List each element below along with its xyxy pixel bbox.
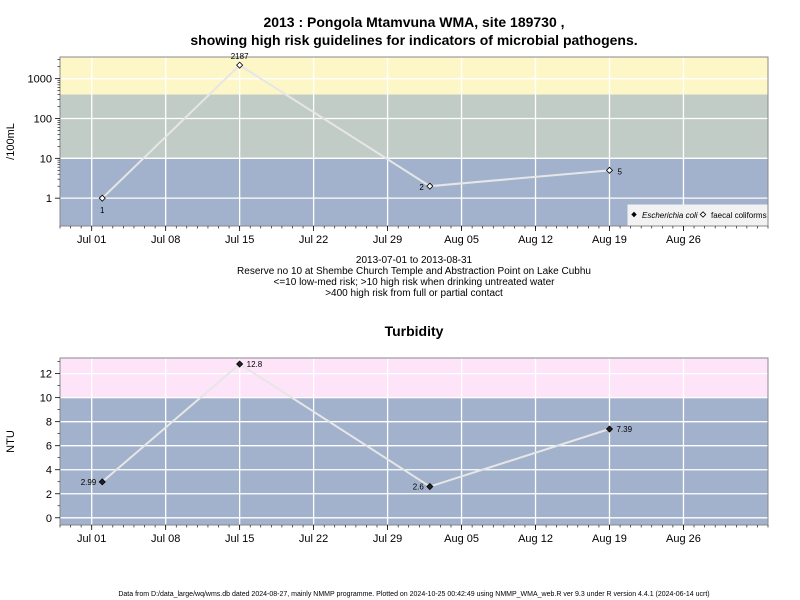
data-label: 5 <box>617 167 622 176</box>
data-point <box>98 194 106 202</box>
risk-band-3 <box>60 57 768 95</box>
y-tick-label: 1000 <box>28 74 52 86</box>
series-line-0 <box>101 362 610 488</box>
data-point <box>426 482 434 491</box>
data-point <box>605 425 614 433</box>
data-label: 7.39 <box>616 425 632 434</box>
y-tick-label: 4 <box>46 465 52 477</box>
x-tick-label: Jul 22 <box>299 533 328 545</box>
risk-band-2 <box>60 94 768 159</box>
legend-box <box>627 204 768 226</box>
caption-contact-risk: >400 high risk from full or partial cont… <box>325 288 503 299</box>
x-tick-label: Jul 01 <box>77 234 106 246</box>
legend-marker-faecal-coliforms <box>699 211 707 218</box>
x-tick-label: Aug 19 <box>592 234 627 246</box>
turbidity-y-axis-label: NTU <box>5 430 17 453</box>
x-tick-label: Aug 26 <box>666 234 701 246</box>
chart-title-line1: 2013 : Pongola Mtamvuna WMA, site 189730… <box>263 14 564 30</box>
x-tick-label: Jul 08 <box>151 234 180 246</box>
microbial-legend: Escherichia coli faecal coliforms <box>627 204 768 226</box>
data-label: 2.99 <box>81 478 97 487</box>
x-tick-label: Jul 29 <box>373 234 402 246</box>
caption-site-description: Reserve no 10 at Shembe Church Temple an… <box>237 266 591 277</box>
legend-label-faecal-coliforms: faecal coliforms <box>711 211 767 220</box>
x-tick-label: Jul 22 <box>299 234 328 246</box>
turbidity-panel: Jul 01 Jul 08 Jul 15 Jul 22 Jul 29 Aug 05 Aug … <box>5 357 769 545</box>
x-tick-label: Aug 05 <box>444 533 479 545</box>
y-tick-label: 10 <box>40 393 52 405</box>
microbial-axes: Jul 01 Jul 08 Jul 15 Jul 22 Jul 29 Aug 05 Aug … <box>28 59 769 246</box>
microbial-series: 1 2187 2 5 <box>98 52 622 215</box>
turbidity-axes: Jul 01 Jul 08 Jul 15 Jul 22 Jul 29 Aug 05 Aug … <box>40 361 769 545</box>
y-tick-label: 1 <box>46 193 52 205</box>
data-point <box>236 61 244 69</box>
x-tick-label: Jul 15 <box>225 533 254 545</box>
y-tick-label: 8 <box>46 417 52 429</box>
y-tick-label: 12 <box>40 369 52 381</box>
data-point <box>605 166 614 174</box>
data-point <box>236 360 244 368</box>
x-tick-label: Jul 08 <box>151 533 180 545</box>
x-tick-label: Jul 01 <box>77 533 106 545</box>
microbial-panel: Jul 01 Jul 08 Jul 15 Jul 22 Jul 29 Aug 05 Aug … <box>5 52 769 246</box>
turbidity-gridlines <box>60 358 768 525</box>
legend-marker-e-coli <box>631 211 637 218</box>
data-point <box>98 478 106 486</box>
x-tick-label: Aug 26 <box>666 533 701 545</box>
x-tick-label: Jul 29 <box>373 533 402 545</box>
data-label: 2.6 <box>413 483 425 492</box>
series-line-1 <box>101 63 610 199</box>
y-tick-label: 0 <box>46 513 52 525</box>
turbidity-series: 2.99 12.8 2.6 7.39 <box>81 360 633 492</box>
risk-band-1 <box>60 397 768 525</box>
data-point <box>426 182 434 190</box>
data-label: 12.8 <box>247 360 263 369</box>
turbidity-title: Turbidity <box>385 323 444 339</box>
footer-data-source: Data from D:/data_large/wq/wms.db dated … <box>118 591 709 598</box>
microbial-plot-frame <box>59 56 769 227</box>
microbial-y-axis-label: /100mL <box>5 123 17 160</box>
x-tick-label: Jul 15 <box>225 234 254 246</box>
data-label: 2187 <box>231 52 249 61</box>
y-tick-label: 10 <box>40 153 52 165</box>
y-tick-label: 100 <box>34 114 52 126</box>
turbidity-risk-bands <box>60 358 768 525</box>
microbial-gridlines <box>60 57 768 226</box>
chart-title-line2: showing high risk guidelines for indicat… <box>190 32 637 48</box>
y-tick-label: 6 <box>46 441 52 453</box>
y-tick-label: 2 <box>46 489 52 501</box>
data-label: 1 <box>100 206 105 215</box>
x-tick-label: Aug 12 <box>518 533 553 545</box>
caption-drinking-risk: <=10 low-med risk; >10 high risk when dr… <box>274 277 556 288</box>
data-label: 2 <box>419 183 424 192</box>
x-tick-label: Aug 19 <box>592 533 627 545</box>
caption-date-range: 2013-07-01 to 2013-08-31 <box>356 255 473 266</box>
microbial-risk-bands <box>60 57 768 226</box>
risk-band-2 <box>60 358 768 398</box>
legend-label-e-coli: Escherichia coli <box>642 211 698 220</box>
x-tick-label: Aug 05 <box>444 234 479 246</box>
turbidity-plot-frame <box>59 357 769 526</box>
x-tick-label: Aug 12 <box>518 234 553 246</box>
